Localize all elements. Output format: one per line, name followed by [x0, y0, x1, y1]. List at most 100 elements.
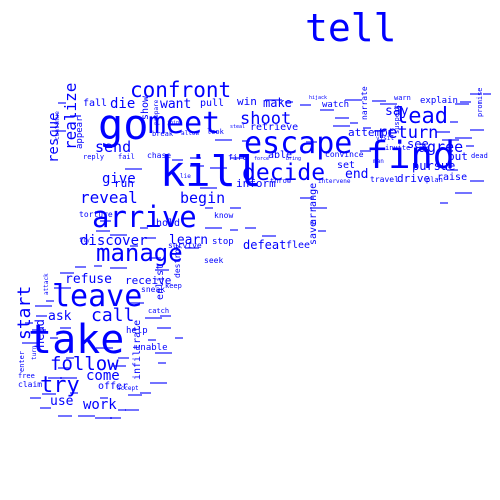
word-lie: lie — [180, 173, 191, 180]
tiny-word-mark — [130, 245, 138, 247]
tiny-word-mark — [95, 417, 112, 419]
word-continue: continue — [54, 111, 61, 140]
word-travel: travel — [370, 175, 399, 184]
tiny-word-mark — [320, 109, 334, 111]
word-leave: leave — [52, 279, 142, 314]
word-keep: keep — [165, 282, 182, 290]
word-show: show — [140, 95, 151, 120]
tiny-word-mark — [125, 409, 139, 411]
tiny-word-mark — [442, 139, 459, 141]
word-rescue: rescue — [46, 112, 62, 163]
word-steal: steal — [230, 124, 245, 130]
word-meet: meet — [148, 106, 220, 141]
word-visit: visit — [376, 135, 394, 142]
tiny-word-mark — [155, 352, 172, 354]
tiny-word-mark — [380, 103, 397, 105]
word-intervene: intervene — [318, 178, 351, 185]
word-tell: tell — [305, 6, 397, 50]
word-enter: enter — [18, 351, 26, 372]
word-retrieve: retrieve — [250, 122, 298, 133]
tiny-word-mark — [60, 272, 74, 274]
word-offer: offer — [98, 381, 128, 392]
word-return: return — [377, 123, 438, 143]
word-decide: decide — [242, 160, 325, 186]
tiny-word-mark — [363, 127, 371, 129]
tiny-word-mark — [145, 237, 156, 239]
word-attack: attack — [43, 273, 50, 295]
word-fall: fall — [83, 98, 107, 109]
tiny-word-mark — [60, 377, 77, 379]
tiny-word-mark — [200, 187, 217, 189]
tiny-word-mark — [32, 329, 46, 331]
tiny-word-mark — [306, 141, 317, 143]
tiny-word-mark — [345, 99, 362, 101]
tiny-word-mark — [125, 168, 142, 170]
word-fly: fly — [79, 237, 90, 244]
word-say: say — [385, 104, 409, 119]
tiny-word-mark — [470, 93, 481, 95]
word-prepare: prepare — [153, 99, 160, 125]
word-raise: raise — [437, 172, 467, 183]
tiny-word-mark — [215, 139, 232, 141]
word-allow: allow — [181, 130, 199, 137]
word-unable: unable — [135, 343, 168, 353]
tiny-word-mark — [436, 131, 450, 133]
word-work: work — [83, 397, 117, 413]
tiny-word-mark — [175, 337, 183, 339]
word-see: see — [407, 137, 429, 151]
tiny-word-mark — [52, 130, 66, 132]
tiny-word-mark — [265, 99, 282, 101]
tiny-word-mark — [300, 197, 314, 199]
word-fail: fail — [118, 153, 135, 161]
word-warn: warn — [394, 94, 411, 102]
word-win: win — [237, 95, 257, 108]
word-survive: survive — [168, 241, 202, 250]
word-bring: bring — [286, 156, 301, 162]
word-break: break — [152, 130, 174, 138]
tiny-word-mark — [230, 157, 244, 159]
tiny-word-mark — [54, 287, 71, 289]
tiny-word-mark — [40, 407, 51, 409]
word-defeat: defeat — [243, 238, 286, 252]
tiny-word-mark — [150, 257, 161, 259]
tiny-word-mark — [118, 409, 126, 411]
word-receive: receive — [125, 274, 171, 287]
tiny-word-mark — [157, 327, 171, 329]
tiny-word-mark — [22, 342, 39, 344]
tiny-word-mark — [75, 266, 86, 268]
word-chase: chase — [147, 151, 171, 160]
word-convince: convince — [325, 150, 364, 159]
tiny-word-mark — [30, 397, 41, 399]
tiny-word-mark — [440, 202, 448, 204]
tiny-word-mark — [118, 357, 129, 359]
word-want: want — [160, 97, 191, 112]
tiny-word-mark — [112, 365, 126, 367]
word-narrate: narrate — [360, 86, 369, 120]
word-manage: manage — [96, 239, 183, 267]
tiny-word-mark — [190, 157, 201, 159]
tiny-word-mark — [210, 167, 227, 169]
tiny-word-mark — [70, 115, 81, 117]
word-help: help — [126, 326, 148, 336]
word-shoot: shoot — [240, 109, 291, 129]
tiny-word-mark — [455, 137, 472, 139]
tiny-word-mark — [360, 150, 371, 152]
word-catch: catch — [148, 307, 169, 315]
word-put: put — [448, 150, 468, 163]
word-attempt: attempt — [348, 126, 394, 139]
tiny-word-mark — [145, 317, 162, 319]
tiny-word-mark — [42, 393, 56, 395]
word-able: able — [268, 150, 292, 161]
word-free: free — [18, 372, 35, 380]
tiny-word-mark — [310, 207, 327, 209]
word-suspect: suspect — [393, 104, 401, 134]
word-dead: dead — [471, 152, 488, 160]
word-come: come — [86, 368, 120, 384]
word-claim: claim — [18, 380, 42, 389]
word-man: man — [373, 158, 384, 165]
tiny-word-mark — [128, 394, 142, 396]
word-reply: reply — [83, 153, 104, 161]
tiny-word-mark — [150, 382, 167, 384]
word-torture: torture — [79, 210, 113, 219]
tiny-word-mark — [350, 122, 358, 124]
